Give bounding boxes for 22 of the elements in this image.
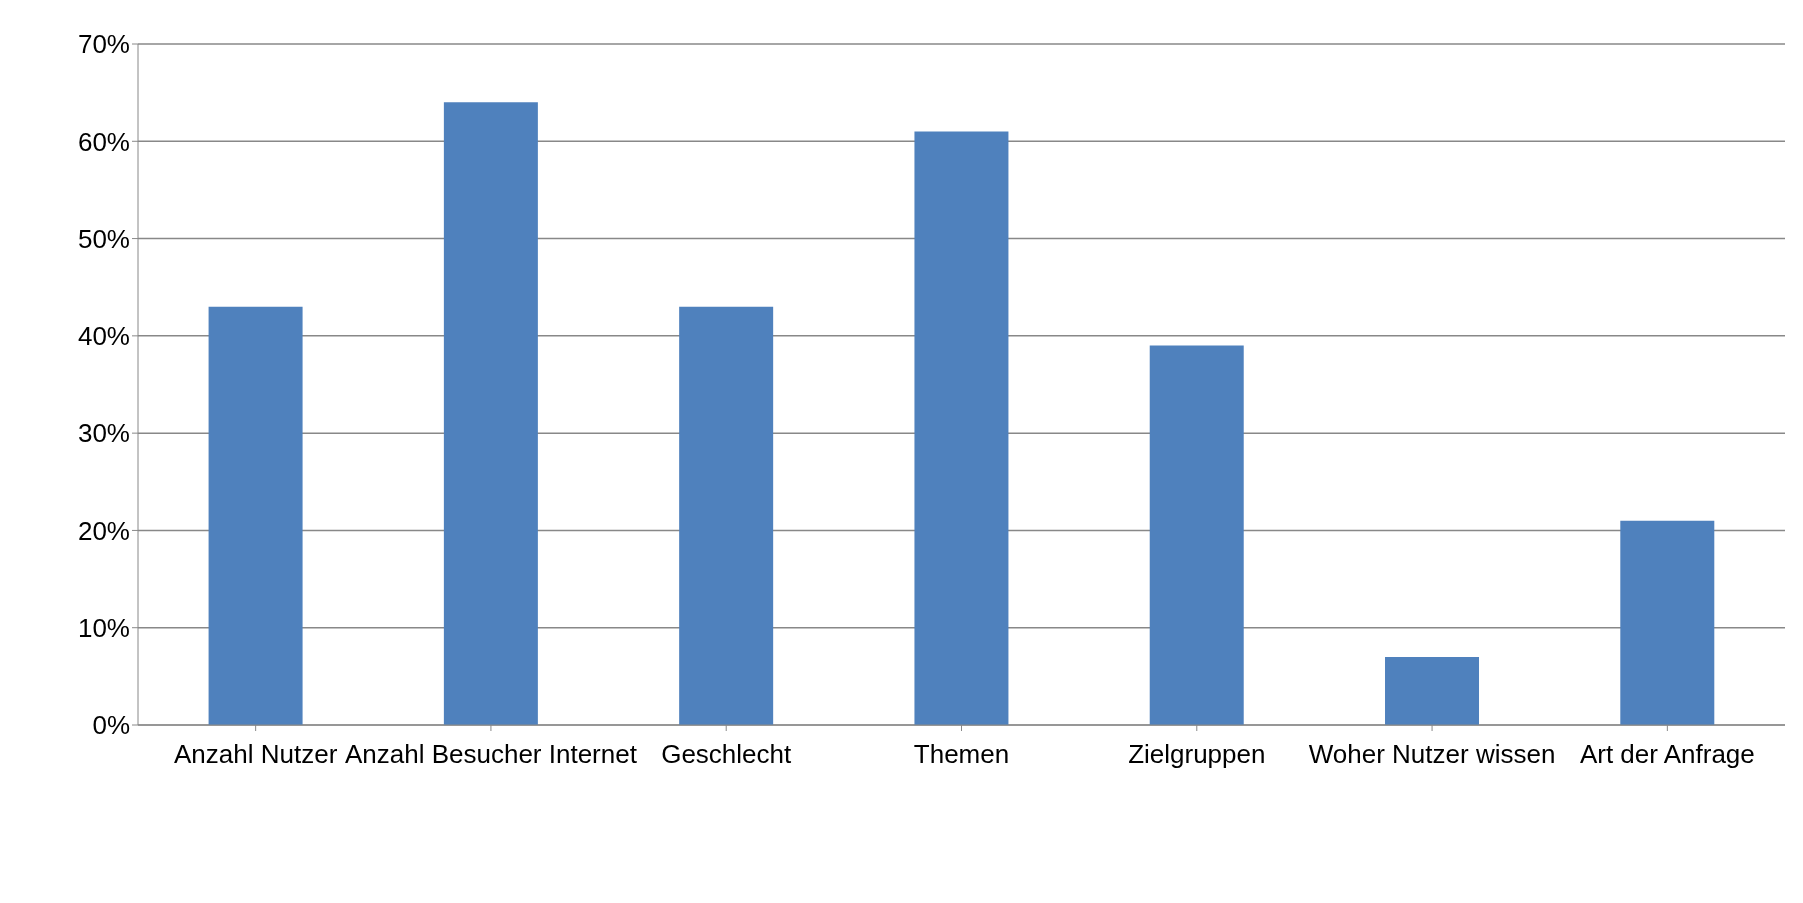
x-tick-label: Geschlecht [661, 739, 793, 770]
y-tick-label: 50% [77, 223, 130, 254]
y-tick-label: 10% [77, 612, 130, 643]
y-tick-label: 70% [77, 29, 130, 60]
bar [914, 131, 1009, 725]
y-tick-label: 40% [77, 321, 130, 352]
y-tick-label: 30% [77, 418, 130, 449]
x-tick-label: Zielgruppen [1128, 739, 1266, 770]
x-tick-label: Themen [913, 739, 1010, 770]
y-tick-label: 20% [77, 515, 130, 546]
bar [208, 306, 303, 725]
bar [1385, 656, 1480, 725]
y-tick-label: 60% [77, 126, 130, 157]
x-tick-label: Woher Nutzer wissen [1308, 739, 1556, 770]
y-tick-label: 0% [92, 710, 130, 741]
bar [1620, 520, 1715, 725]
bar [1149, 345, 1244, 725]
x-tick-label: Anzahl Besucher Internet [344, 739, 638, 770]
x-tick-label: Art der Anfrage [1579, 739, 1755, 770]
bar [443, 102, 538, 725]
x-tick-label: Anzahl Nutzer [173, 739, 338, 770]
bar [679, 306, 774, 725]
